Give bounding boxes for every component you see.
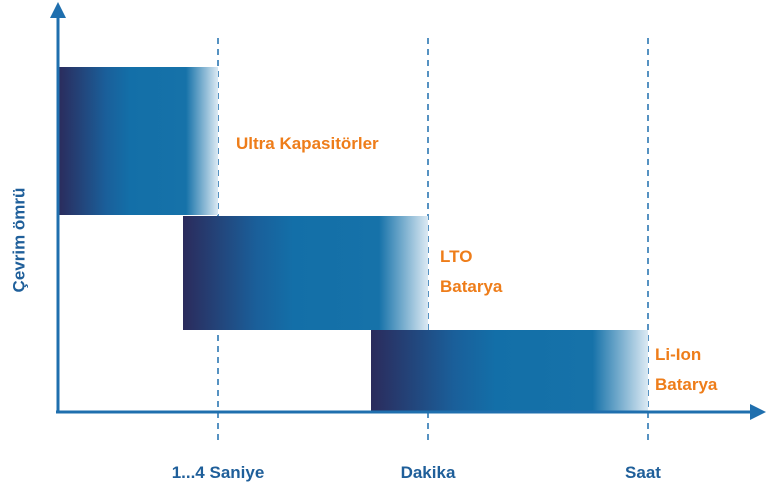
block <box>371 330 648 412</box>
block <box>183 216 428 330</box>
block-label: Batarya <box>655 375 718 394</box>
x-label: Saat <box>625 463 661 482</box>
x-arrow <box>750 404 766 420</box>
block <box>58 67 218 215</box>
block-label: Ultra Kapasitörler <box>236 134 379 153</box>
x-label: 1...4 Saniye <box>172 463 265 482</box>
y-axis-label: Çevrim ömrü <box>9 188 28 293</box>
block-label: LTO <box>440 247 472 266</box>
y-arrow <box>50 2 66 18</box>
block-label: Batarya <box>440 277 503 296</box>
x-label: Dakika <box>401 463 456 482</box>
block-label: Li-Ion <box>655 345 701 364</box>
